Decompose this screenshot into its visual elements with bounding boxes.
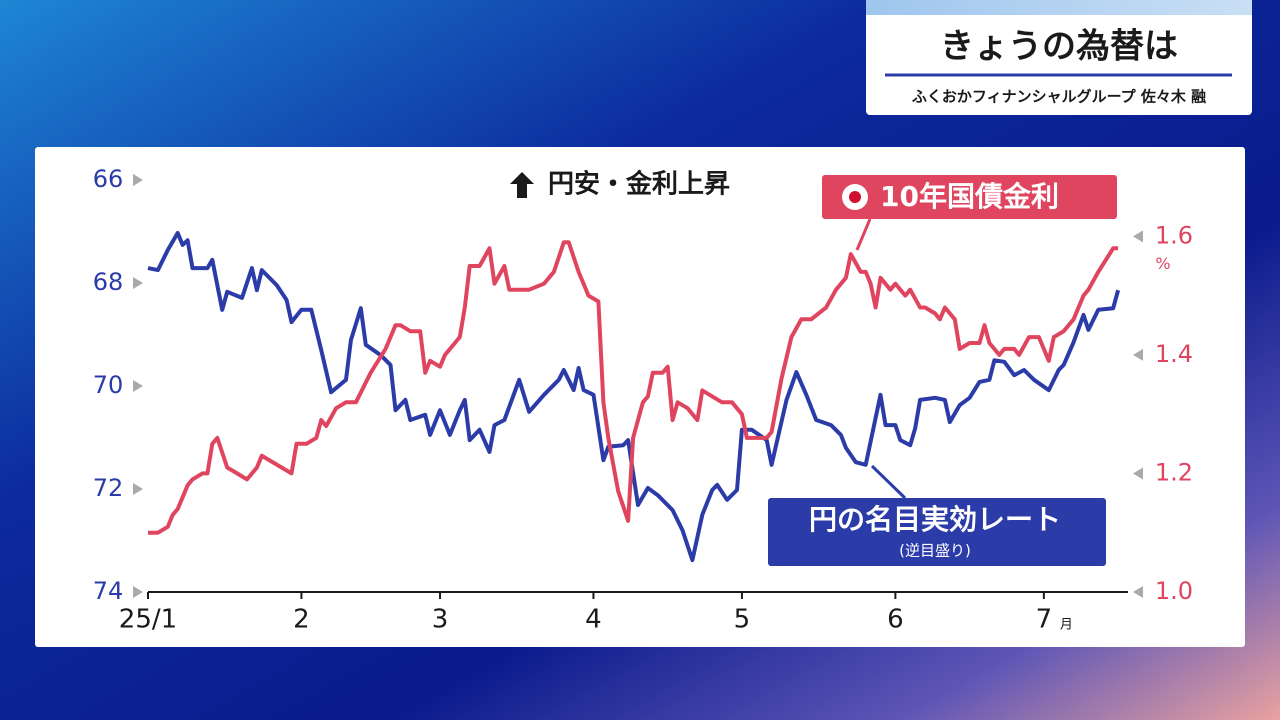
legend-label: 10年国債金利 [880,180,1059,213]
y-tick [133,174,143,186]
legend-label: 円の名目実効レート [809,503,1061,536]
blue-pointer [870,464,907,500]
chart-panel [35,147,1245,647]
inverted-note: (逆目盛り) [899,542,971,560]
up-arrow-icon [510,172,534,198]
y2-tick [1133,230,1143,243]
x-unit: 月 [1060,618,1073,633]
series-line [147,231,1121,563]
y-tick-label: 70 [93,371,124,399]
flag-sun [849,191,861,203]
y-tick [133,483,143,495]
x-tick-label: 2 [293,605,310,635]
red-label-box [822,175,1117,219]
y-tick [133,586,143,598]
header-box: きょうの為替は ふくおかフィナンシャルグループ 佐々木 融 [866,0,1252,115]
y-tick [133,380,143,392]
y2-tick-label: 1.2 [1155,458,1193,486]
x-tick-label: 6 [887,605,904,635]
y2-tick [1133,586,1143,598]
y-tick [133,277,143,289]
header-subtitle: ふくおかフィナンシャルグループ 佐々木 融 [912,88,1206,106]
red-pointer [855,218,872,251]
y2-tick-label: 1.0 [1155,577,1193,605]
y2-unit: % [1155,254,1170,273]
y-tick-label: 68 [93,268,124,296]
annotation: 円安・金利上昇 [548,169,730,200]
plot: 25/1 2 3 4 5 6 7 月 66 68 70 72 74 1.0 1.2 1.4 1.6% [93,165,1193,635]
x-tick-label: 3 [432,605,449,635]
y2-tick-label: 1.4 [1155,340,1193,368]
y2-tick [1133,348,1143,361]
y-tick-label: 72 [93,474,124,502]
header-strip [866,0,1252,15]
header-title: きょうの為替は [940,27,1178,67]
y-tick-label: 74 [93,577,124,605]
y2-tick-label: 1.6 [1155,221,1193,249]
x-tick-label: 25/1 [119,605,177,635]
x-tick-label: 5 [734,605,751,635]
x-tick-label: 4 [585,605,602,635]
y2-tick [1133,467,1143,480]
series-line [148,240,1119,535]
x-tick-label: 7 [1036,605,1053,635]
y-tick-label: 66 [93,165,124,193]
header-panel [866,0,1252,115]
blue-label-box [768,498,1106,566]
